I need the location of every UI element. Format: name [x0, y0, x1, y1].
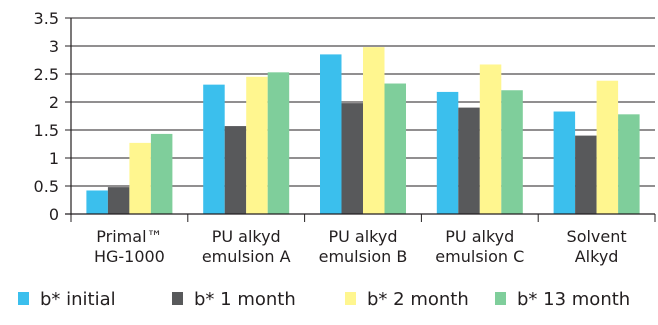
legend-swatch [345, 292, 356, 305]
bar [224, 126, 247, 214]
x-category-label: emulsion B [319, 247, 408, 266]
legend-label: b* 1 month [194, 289, 296, 310]
bar [501, 90, 523, 214]
x-category-label: emulsion A [202, 247, 291, 266]
legend-label: b* 13 month [517, 289, 630, 310]
bar [203, 84, 225, 214]
y-tick-label: 0 [49, 205, 59, 224]
bars [86, 47, 640, 215]
bar [246, 76, 268, 214]
x-category-label: Primal™ [96, 227, 162, 246]
y-tick-label: 3.5 [34, 9, 59, 28]
bar [267, 72, 290, 214]
bar [320, 54, 342, 215]
bar [479, 64, 502, 214]
bar [553, 111, 576, 214]
y-tick-labels: 3.5 3 2.5 2 1.5 1 0.5 0 [34, 9, 59, 224]
legend-swatch [18, 292, 29, 305]
bar [129, 142, 151, 214]
x-category-label: HG-1000 [94, 247, 165, 266]
bar [341, 103, 363, 214]
x-category-label: Alkyd [575, 247, 619, 266]
legend-label: b* initial [40, 289, 116, 310]
axes [65, 17, 656, 222]
bar [436, 91, 459, 214]
x-category-label: Solvent [567, 227, 627, 246]
x-category-label: PU alkyd [328, 227, 397, 246]
bar [363, 47, 385, 215]
bar [618, 114, 640, 214]
bar [86, 190, 108, 214]
bar [458, 107, 480, 214]
bar [575, 135, 597, 214]
legend-swatch [495, 292, 506, 305]
legend: b* initial b* 1 month b* 2 month b* 13 mont… [18, 289, 630, 310]
y-tick-label: 2.5 [34, 65, 59, 84]
bar [150, 133, 173, 214]
y-tick-label: 3 [49, 37, 59, 56]
x-category-label: PU alkyd [445, 227, 514, 246]
x-category-label: emulsion C [435, 247, 524, 266]
y-tick-label: 0.5 [34, 177, 59, 196]
legend-label: b* 2 month [367, 289, 469, 310]
y-tick-label: 1.5 [34, 121, 59, 140]
y-tick-label: 2 [49, 93, 59, 112]
y-tick-label: 1 [49, 149, 59, 168]
x-category-label: PU alkyd [212, 227, 281, 246]
bar [107, 187, 130, 214]
legend-swatch [172, 292, 183, 305]
bar [384, 83, 406, 215]
bar [596, 80, 619, 214]
